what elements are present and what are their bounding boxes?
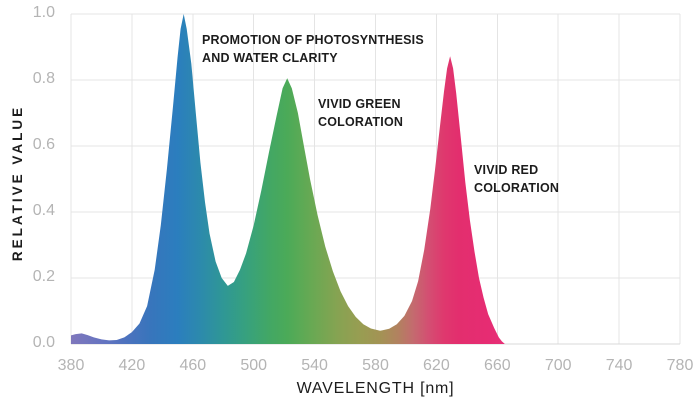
- annotation-line: VIVID GREEN: [318, 97, 401, 111]
- y-tick-label: 0.2: [32, 268, 55, 285]
- x-axis-title: WAVELENGTH [nm]: [296, 380, 455, 397]
- spectrum-area: [71, 14, 505, 344]
- x-tick-label: 500: [240, 357, 268, 374]
- x-tick-label: 460: [179, 357, 207, 374]
- x-tick-label: 780: [666, 357, 694, 374]
- y-tick-label: 0.0: [32, 334, 55, 351]
- annotation-line: COLORATION: [474, 181, 560, 195]
- x-tick-label: 740: [605, 357, 633, 374]
- x-tick-label: 420: [118, 357, 146, 374]
- x-tick-label: 580: [362, 357, 389, 374]
- y-tick-label: 1.0: [32, 4, 55, 21]
- annotation-line: AND WATER CLARITY: [202, 51, 338, 65]
- y-tick-label: 0.6: [32, 136, 55, 153]
- x-tick-label: 620: [423, 357, 450, 374]
- y-axis-title: RELATIVE VALUE: [10, 104, 25, 262]
- x-tick-label: 540: [301, 357, 328, 374]
- annotation-line: COLORATION: [318, 115, 404, 129]
- annotation-line: VIVID RED: [474, 163, 539, 177]
- annotation-photosynthesis: PROMOTION OF PHOTOSYNTHESIS AND WATER CL…: [202, 31, 424, 67]
- annotation-vivid-green: VIVID GREEN COLORATION: [318, 95, 403, 131]
- x-tick-label: 660: [483, 357, 511, 374]
- y-tick-label: 0.4: [32, 202, 55, 219]
- x-tick-label: 380: [57, 357, 85, 374]
- annotation-line: PROMOTION OF PHOTOSYNTHESIS: [202, 33, 424, 47]
- y-tick-label: 0.8: [32, 70, 55, 87]
- annotation-vivid-red: VIVID RED COLORATION: [474, 161, 559, 197]
- x-tick-label: 700: [544, 357, 572, 374]
